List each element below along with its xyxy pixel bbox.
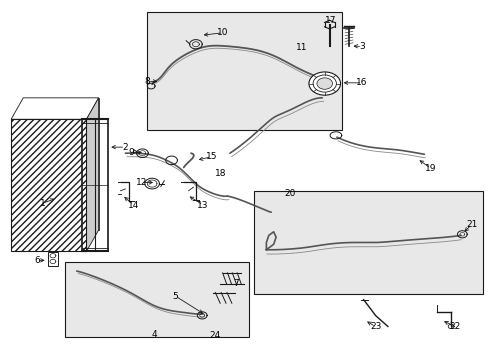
Text: 3: 3 bbox=[359, 42, 365, 51]
Bar bbox=[47, 252, 58, 266]
Polygon shape bbox=[11, 98, 99, 119]
Text: 12: 12 bbox=[136, 178, 147, 187]
Text: 20: 20 bbox=[284, 189, 295, 198]
Ellipse shape bbox=[312, 75, 336, 92]
Text: 17: 17 bbox=[325, 16, 336, 25]
Text: 2: 2 bbox=[122, 143, 128, 152]
Text: 8: 8 bbox=[144, 77, 150, 86]
Bar bbox=[254, 191, 482, 294]
Ellipse shape bbox=[316, 78, 332, 89]
Text: 24: 24 bbox=[209, 331, 221, 340]
Text: 23: 23 bbox=[369, 322, 381, 331]
Text: 13: 13 bbox=[197, 201, 208, 210]
Bar bbox=[147, 12, 341, 130]
Text: 11: 11 bbox=[296, 42, 307, 51]
Text: 19: 19 bbox=[424, 164, 436, 173]
Text: 18: 18 bbox=[215, 169, 226, 178]
Text: 7: 7 bbox=[233, 279, 239, 288]
Text: 10: 10 bbox=[216, 28, 228, 37]
Text: 6: 6 bbox=[34, 256, 40, 265]
Text: 9: 9 bbox=[128, 148, 134, 157]
Text: 21: 21 bbox=[466, 220, 477, 229]
Text: 14: 14 bbox=[128, 201, 139, 210]
Text: 22: 22 bbox=[448, 322, 460, 331]
Polygon shape bbox=[11, 119, 86, 251]
Text: 5: 5 bbox=[172, 292, 178, 301]
Text: 1: 1 bbox=[40, 199, 45, 208]
Bar bbox=[64, 262, 249, 337]
Ellipse shape bbox=[308, 72, 340, 95]
Text: 16: 16 bbox=[356, 78, 367, 87]
Polygon shape bbox=[86, 98, 99, 251]
Text: 15: 15 bbox=[205, 152, 217, 161]
Polygon shape bbox=[23, 98, 99, 230]
Text: 4: 4 bbox=[151, 330, 157, 339]
